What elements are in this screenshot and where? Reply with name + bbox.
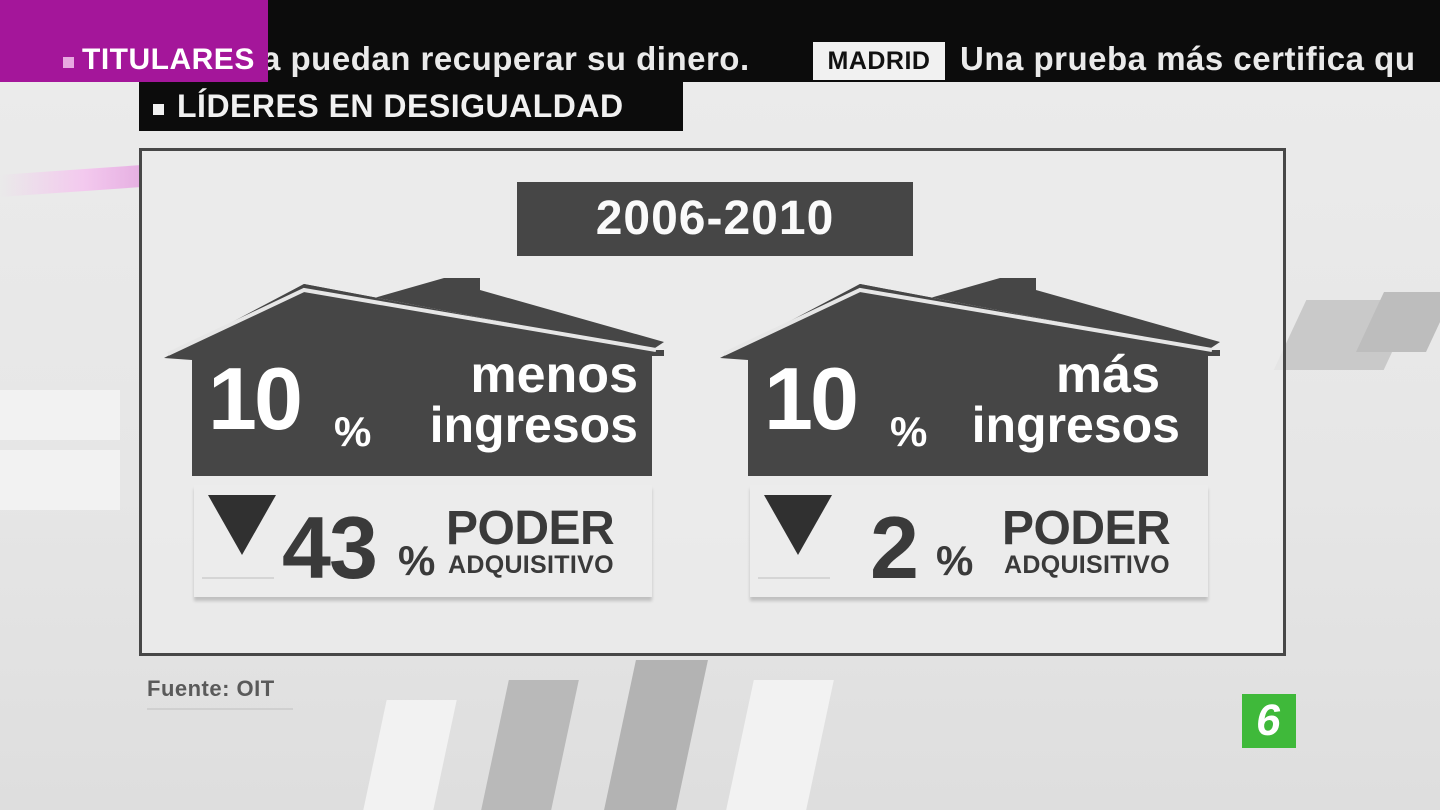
channel-logo-icon: 6 <box>1242 694 1296 748</box>
group-line1: más <box>1055 346 1160 404</box>
background-bar <box>0 390 120 440</box>
group-unit: % <box>890 408 928 455</box>
house-icon <box>720 278 1220 476</box>
channel-logo-number: 6 <box>1253 696 1285 745</box>
house-icon <box>164 278 664 476</box>
triangle-down-icon <box>208 495 276 555</box>
source-label: Fuente: OIT <box>147 676 275 701</box>
divider <box>758 577 830 579</box>
triangle-down-icon <box>764 495 832 555</box>
section-title: LÍDERES EN DESIGUALDAD <box>177 88 624 124</box>
house-card-highest: 10 % más ingresos <box>720 270 1220 482</box>
divider <box>202 577 274 579</box>
ticker-location-tag: MADRID <box>813 42 945 80</box>
ticker-headline-2: Una prueba más certifica qu <box>960 40 1416 77</box>
change-unit: % <box>398 537 436 584</box>
bullet-icon <box>63 57 74 68</box>
group-line1: menos <box>470 346 638 404</box>
ticker-headline-1: a puedan recuperar su dinero. <box>262 40 750 77</box>
change-subtitle: ADQUISITIVO <box>1004 551 1170 579</box>
change-value: 2 <box>870 498 919 597</box>
background-bar <box>0 450 120 510</box>
house-card-lowest: 10 % menos ingresos <box>164 270 664 482</box>
group-value: 10 <box>764 349 859 448</box>
period-label: 2006-2010 <box>517 182 913 256</box>
group-value: 10 <box>208 349 303 448</box>
group-line2: ingresos <box>429 397 638 453</box>
section-header: LÍDERES EN DESIGUALDAD <box>139 82 683 131</box>
ticker-section-label: TITULARES <box>82 43 255 76</box>
bullet-icon <box>153 104 164 115</box>
change-title: PODER <box>1002 502 1171 555</box>
purchasing-power-card-lowest: 43 % PODER ADQUISITIVO <box>194 485 652 597</box>
news-ticker: a puedan recuperar su dinero. MADRID Una… <box>0 0 1440 82</box>
change-title: PODER <box>446 502 615 555</box>
change-value: 43 <box>282 498 378 597</box>
ticker-section-badge: TITULARES <box>0 0 268 82</box>
purchasing-power-card-highest: 2 % PODER ADQUISITIVO <box>750 485 1208 597</box>
change-subtitle: ADQUISITIVO <box>448 551 614 579</box>
group-line2: ingresos <box>971 397 1180 453</box>
group-unit: % <box>334 408 372 455</box>
divider <box>147 708 293 710</box>
change-unit: % <box>936 537 974 584</box>
